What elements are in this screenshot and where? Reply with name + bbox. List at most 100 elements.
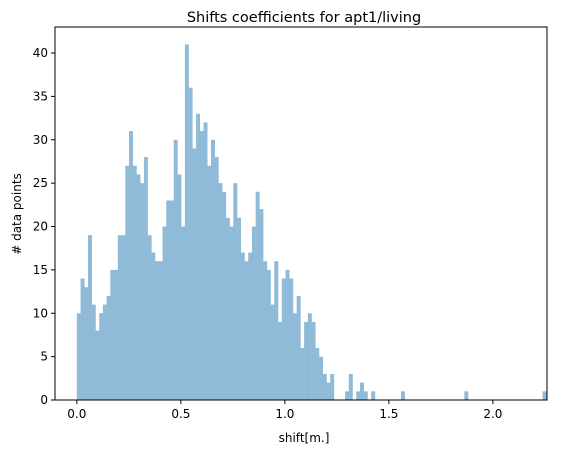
histogram-bar [233,183,238,400]
histogram-bar [80,278,85,400]
histogram-bar [259,209,264,400]
histogram-bar [84,287,89,400]
histogram-bar [304,321,309,400]
histogram-bar [114,269,119,400]
histogram-bar [129,131,133,400]
y-tick-label: 30 [33,133,48,147]
y-tick-label: 25 [33,176,48,190]
y-tick-label: 10 [33,306,48,320]
histogram-bar [181,226,186,400]
histogram-bar [192,148,197,400]
x-tick-label: 0.5 [171,407,190,421]
histogram-bar [263,261,268,400]
x-axis-label: shift[m.] [279,431,330,445]
histogram-bar [158,261,163,400]
histogram-bar [255,191,260,400]
histogram-bar [229,226,234,400]
histogram-bar [184,44,189,400]
histogram-bar [266,269,271,400]
histogram-bar [244,261,249,400]
histogram-bar [356,391,361,400]
histogram-bar [296,295,301,400]
histogram-bar [169,200,174,400]
histogram-bar [177,174,182,400]
histogram-bar [237,217,242,400]
histogram-bar [322,373,327,400]
histogram-bar [121,235,126,400]
y-tick-label: 5 [40,350,48,364]
histogram-bar [99,313,104,400]
histogram-bar [143,157,148,400]
histogram-bar [203,122,208,401]
histogram-bar [240,252,245,400]
histogram-bar [188,87,193,400]
histogram-bar [464,391,469,400]
histogram-bar [102,304,107,400]
histogram-bar [326,382,331,400]
histogram-bar [173,139,178,400]
histogram-bar [300,347,305,400]
histogram-bar [214,157,219,400]
histogram-bar [110,269,115,400]
histogram-bar [162,226,167,400]
histogram-bar [210,139,215,400]
histogram-bar [196,113,201,401]
y-tick-label: 40 [33,46,48,60]
y-axis-label: # data points [10,173,24,255]
histogram-bar [360,382,364,400]
histogram-bar [136,174,141,400]
histogram-bar [307,313,312,400]
histogram-bar [363,391,368,400]
histogram-bar [248,252,253,400]
histogram-bar [95,330,100,400]
x-tick-label: 1.5 [379,407,398,421]
histogram-bar [311,321,316,400]
chart-title: Shifts coefficients for apt1/living [187,10,421,26]
histogram-bar [222,191,227,400]
histogram-bar [147,235,152,400]
x-tick-label: 0.0 [67,407,86,421]
histogram-bar [542,391,547,400]
histogram-bar [401,391,405,400]
histogram-bar [315,347,320,400]
histogram-bar [151,252,156,400]
histogram-bar [76,313,81,400]
histogram-bar [281,278,286,400]
histogram-bar [117,235,122,400]
histogram-bar [330,373,335,400]
histogram-bar [155,261,160,400]
histogram-bar [166,200,171,400]
x-tick-label: 1.0 [275,407,294,421]
histogram-bar [91,304,96,400]
histogram-bar [125,165,130,400]
histogram-bar [371,391,376,400]
y-tick-label: 15 [33,263,48,277]
histogram-bar [319,356,324,400]
histogram-bar [345,391,350,400]
histogram-bar [348,373,353,400]
histogram-bar [274,261,279,400]
x-tick-label: 2.0 [483,407,502,421]
histogram-bar [199,131,204,400]
histogram-bar [270,304,275,400]
y-axis-ticks: 0 5 10 15 20 25 30 35 40 [33,46,55,407]
histogram-bar [285,269,290,400]
y-tick-label: 35 [33,89,48,103]
histogram-bars [76,44,547,401]
histogram-bar [132,165,137,400]
histogram-bar [218,183,223,400]
y-tick-label: 20 [33,220,48,234]
histogram-bar [207,165,212,400]
plot-frame [54,26,548,401]
histogram-bar [140,183,145,400]
histogram-bar [251,226,256,400]
x-axis-ticks: 0.0 0.5 1.0 1.5 2.0 [67,400,502,421]
histogram-bar [88,235,92,400]
histogram-bar [292,313,297,400]
histogram-bar [289,278,294,400]
histogram-bar [225,217,230,400]
histogram-bar [278,321,283,400]
histogram-bar [106,295,111,400]
y-tick-label: 0 [40,393,48,407]
